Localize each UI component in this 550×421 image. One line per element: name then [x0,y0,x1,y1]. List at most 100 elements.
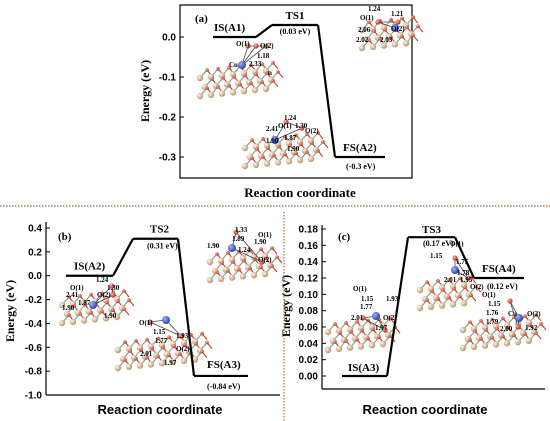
structure-annotation: 2.03 [380,36,393,44]
y-tick-label: -0.2 [159,113,177,124]
oxygen-atom [490,317,494,322]
oxygen-atom [288,143,292,148]
x-axis-label: Reaction coordinate [363,402,488,417]
cerium-atom [459,326,467,334]
cerium-atom [416,286,424,294]
structure-annotation: 1.95 [460,276,473,284]
state-energy-label: (-0.3 eV) [346,162,376,171]
oxygen-atom [316,131,320,135]
oxygen-atom [468,320,472,324]
structure-annotation: 1.87 [78,299,91,307]
oxygen-atom [333,340,337,344]
y-tick-label: 0.2 [28,247,42,258]
oxygen-atom [436,297,440,301]
structure-annotation: 1.97 [164,359,177,367]
oxygen-atom [389,17,393,22]
structure-annotation: 1.24 [96,276,109,284]
oxygen-atom [122,307,126,311]
oxygen-atom [89,292,93,297]
level-connector [255,24,273,38]
cerium-atom [191,356,199,363]
cerium-atom [438,302,446,309]
cerium-atom [241,144,249,152]
cerium-atom [324,346,332,354]
cerium-atom [218,90,226,97]
oxygen-atom [501,316,505,321]
oxygen-atom [371,327,375,332]
oxygen-atom [216,67,220,71]
structure-annotation: 2.01 [140,350,153,358]
oxygen-atom [205,86,209,90]
cerium-atom [402,40,410,47]
cerium-atom [261,270,269,278]
cerium-atom [252,161,260,168]
structure-annotation: 1.15 [153,328,166,336]
cerium-atom [58,301,66,309]
structure-annotation: 1.79 [486,318,499,326]
cerium-atom [324,328,332,336]
y-tick-label: -0.1 [159,73,177,84]
oxygen-atom [283,152,287,157]
cerium-atom [492,341,500,348]
oxygen-atom [411,33,415,37]
oxygen-atom [260,62,264,66]
oxygen-atom [430,289,434,293]
x-axis-label: Reaction coordinate [244,185,356,200]
y-tick-label: 0.0 [162,33,176,44]
oxygen-atom [447,277,451,282]
y-tick-label: 0.0 [28,271,42,282]
oxygen-atom [271,61,275,65]
structure-annotation: 2.00 [500,325,513,333]
oxygen-atom [349,330,353,334]
oxygen-atom [248,266,252,271]
cerium-atom [358,44,366,52]
oxygen-atom [232,74,236,79]
oxygen-atom [139,348,143,352]
oxygen-atom [523,332,527,336]
oxygen-atom [253,43,259,49]
cerium-atom [136,362,144,369]
structure-annotation: O(1) [278,122,292,130]
y-tick-label: 0.02 [299,355,319,366]
oxygen-atom [250,138,254,142]
oxygen-atom [156,354,160,359]
oxygen-atom [411,15,415,19]
oxygen-atom [436,279,440,283]
y-tick-label: -0.6 [25,343,43,354]
oxygen-atom [255,147,259,151]
cerium-atom [470,343,478,350]
y-tick-label: 0.16 [299,241,319,252]
cerium-atom [58,319,66,327]
oxygen-atom [539,322,543,326]
oxygen-atom [227,83,231,88]
cerium-atom [229,89,237,96]
y-tick-label: 0.10 [299,290,319,301]
oxygen-atom [305,132,309,136]
oxygen-atom [265,71,269,75]
panel-a: (a) Energy (eV) Reaction coordinate 0.0 -… [138,4,424,200]
oxygen-atom [452,286,456,291]
cerium-atom [158,360,166,367]
oxygen-atom [67,313,71,317]
structure-annotation: 2.06 [358,26,371,34]
oxygen-atom [205,68,209,72]
y-tick-label: -0.4 [25,319,43,330]
structure-annotation: 1.24 [368,5,381,13]
oxygen-atom [425,298,429,302]
oxygen-atom [355,337,359,342]
cerium-atom [180,357,188,364]
structure-annotation: O(1) [236,40,250,48]
oxygen-atom [495,326,499,331]
oxygen-atom [389,35,393,40]
structure-annotation: Cu [229,61,238,69]
bond-line [362,317,386,331]
cerium-atom [114,364,122,372]
oxygen-atom [479,319,483,323]
cerium-atom [169,358,177,366]
cerium-atom [69,318,77,325]
plot-frame [179,4,413,179]
oxygen-atom [156,336,160,341]
structure-annotation: 1.90 [287,145,300,153]
oxygen-atom [528,323,532,327]
bond-line [241,45,267,66]
